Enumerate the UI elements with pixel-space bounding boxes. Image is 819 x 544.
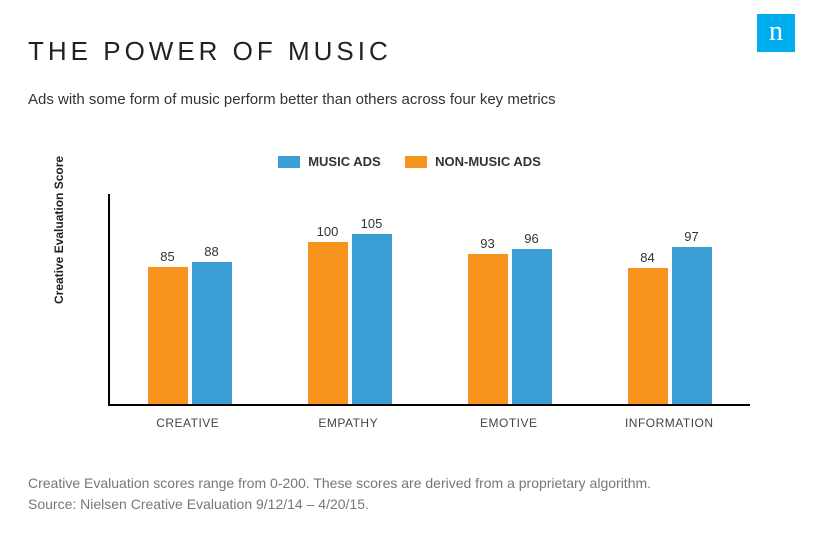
- chart-legend: MUSIC ADS NON-MUSIC ADS: [60, 154, 760, 173]
- bar-non_music: 84: [628, 268, 668, 404]
- bar-value-label: 88: [192, 244, 232, 259]
- legend-item-music: MUSIC ADS: [278, 154, 380, 169]
- chart-plot-area: 858810010593968497: [108, 194, 750, 406]
- bar-music: 105: [352, 234, 392, 404]
- bar-rect: [672, 247, 712, 404]
- x-axis-label: INFORMATION: [589, 416, 750, 430]
- bar-rect: [148, 267, 188, 404]
- bar-group: 100105: [270, 194, 430, 404]
- bar-value-label: 100: [308, 224, 348, 239]
- bar-value-label: 96: [512, 231, 552, 246]
- legend-item-nonmusic: NON-MUSIC ADS: [405, 154, 541, 169]
- page-subtitle: Ads with some form of music perform bett…: [28, 91, 791, 108]
- bar-value-label: 93: [468, 236, 508, 251]
- bar-rect: [308, 242, 348, 404]
- legend-swatch-nonmusic: [405, 156, 427, 168]
- bar-non_music: 93: [468, 254, 508, 404]
- bar-rect: [192, 262, 232, 404]
- chart-footnote: Creative Evaluation scores range from 0-…: [28, 473, 791, 516]
- legend-swatch-music: [278, 156, 300, 168]
- footnote-line-2: Source: Nielsen Creative Evaluation 9/12…: [28, 494, 791, 516]
- x-axis-label: EMOTIVE: [429, 416, 590, 430]
- page-title: THE POWER OF MUSIC: [28, 36, 791, 67]
- bar-rect: [468, 254, 508, 404]
- x-axis-labels: CREATIVEEMPATHYEMOTIVEINFORMATION: [108, 416, 750, 430]
- y-axis-label: Creative Evaluation Score: [52, 156, 66, 304]
- bar-music: 96: [512, 249, 552, 404]
- bar-non_music: 85: [148, 267, 188, 404]
- bar-value-label: 84: [628, 250, 668, 265]
- bar-rect: [352, 234, 392, 404]
- bar-rect: [628, 268, 668, 404]
- bar-group: 9396: [430, 194, 590, 404]
- bar-music: 88: [192, 262, 232, 404]
- bar-value-label: 85: [148, 249, 188, 264]
- footnote-line-1: Creative Evaluation scores range from 0-…: [28, 473, 791, 495]
- x-axis-label: CREATIVE: [108, 416, 269, 430]
- bar-value-label: 97: [672, 229, 712, 244]
- legend-label-nonmusic: NON-MUSIC ADS: [435, 154, 541, 169]
- bar-chart: MUSIC ADS NON-MUSIC ADS Creative Evaluat…: [60, 154, 760, 434]
- bar-music: 97: [672, 247, 712, 404]
- legend-label-music: MUSIC ADS: [308, 154, 380, 169]
- bar-non_music: 100: [308, 242, 348, 404]
- bar-group: 8588: [110, 194, 270, 404]
- brand-logo: n: [757, 14, 795, 52]
- bar-group: 8497: [590, 194, 750, 404]
- bar-rect: [512, 249, 552, 404]
- x-axis-label: EMPATHY: [268, 416, 429, 430]
- bar-value-label: 105: [352, 216, 392, 231]
